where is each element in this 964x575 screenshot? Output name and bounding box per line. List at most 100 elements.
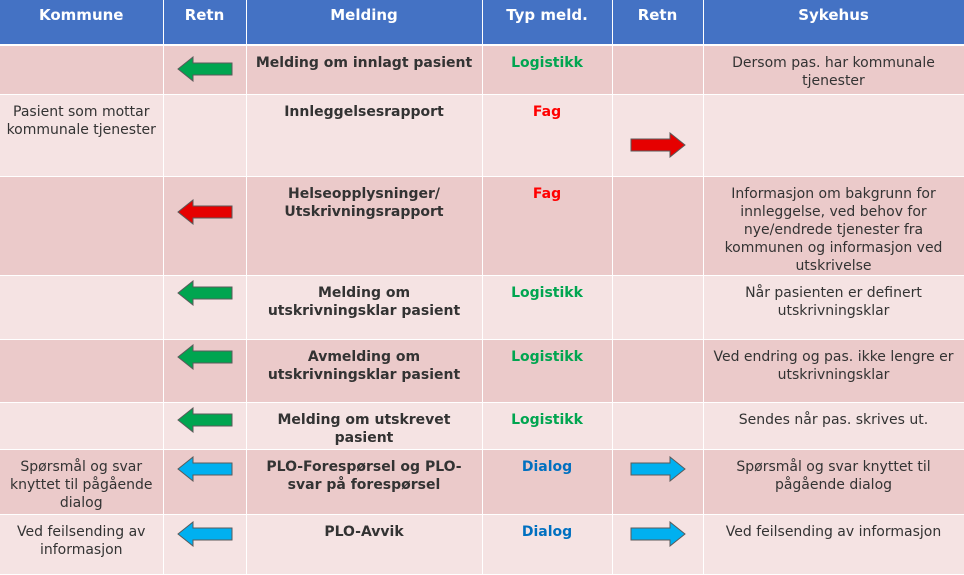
melding-cell: Helseopplysninger/ Utskrivningsrapport — [246, 176, 483, 276]
table-body: Melding om innlagt pasient Logistikk Derso… — [0, 45, 964, 575]
retn-right-cell — [612, 514, 704, 575]
retn-right-cell — [612, 176, 704, 276]
header-typ: Typ meld. — [482, 0, 613, 46]
arrow-left-green-icon — [176, 279, 232, 306]
typ-cell: Fag — [482, 94, 613, 177]
melding-text: PLO-Forespørsel og PLO-svar på forespørs… — [266, 458, 462, 493]
sykehus-text: Når pasienten er definert utskrivningskl… — [745, 284, 922, 319]
header-retn-right: Retn — [612, 0, 704, 46]
melding-cell: PLO-Forespørsel og PLO-svar på forespørs… — [246, 449, 483, 515]
retn-right-cell — [612, 402, 704, 450]
retn-left-cell — [163, 45, 247, 95]
typ-cell: Logistikk — [482, 45, 613, 95]
melding-cell: Melding om utskrevet pasient — [246, 402, 483, 450]
sykehus-cell: Ved endring og pas. ikke lengre er utskr… — [703, 339, 964, 403]
typ-cell: Logistikk — [482, 339, 613, 403]
kommune-cell — [0, 275, 164, 340]
kommune-cell — [0, 176, 164, 276]
retn-right-cell — [612, 339, 704, 403]
typ-cell: Logistikk — [482, 275, 613, 340]
sykehus-text: Spørsmål og svar knyttet til pågående di… — [736, 458, 931, 493]
kommune-cell: Spørsmål og svar knyttet til pågående di… — [0, 449, 164, 515]
retn-right-cell — [612, 449, 704, 515]
table-row: Melding om innlagt pasient Logistikk Derso… — [0, 45, 964, 95]
kommune-text: Ved feilsending av informasjon — [17, 523, 146, 558]
melding-cell: Melding om utskrivningsklar pasient — [246, 275, 483, 340]
table-row: Melding om utskrivningsklar pasient Logis… — [0, 275, 964, 340]
retn-left-cell — [163, 402, 247, 450]
retn-right-cell — [612, 45, 704, 95]
header-melding: Melding — [246, 0, 483, 46]
sykehus-cell: Når pasienten er definert utskrivningskl… — [703, 275, 964, 340]
retn-left-cell — [163, 339, 247, 403]
melding-text: Avmelding om utskrivningsklar pasient — [267, 348, 461, 383]
melding-cell: Avmelding om utskrivningsklar pasient — [246, 339, 483, 403]
melding-cell: Melding om innlagt pasient — [246, 45, 483, 95]
typ-text: Fag — [532, 103, 562, 120]
retn-left-cell — [163, 514, 247, 575]
arrow-left-blue-icon — [176, 520, 232, 547]
typ-cell: Logistikk — [482, 402, 613, 450]
sykehus-cell: Informasjon om bakgrunn for innleggelse,… — [703, 176, 964, 276]
sykehus-text: Informasjon om bakgrunn for innleggelse,… — [724, 185, 943, 274]
sykehus-text: Ved endring og pas. ikke lengre er utskr… — [713, 348, 954, 383]
typ-text: Dialog — [521, 458, 573, 475]
typ-text: Dialog — [521, 523, 573, 540]
typ-text: Logistikk — [511, 348, 583, 365]
typ-text: Fag — [532, 185, 562, 202]
header-row: Kommune Retn Melding Typ meld. Retn Syke… — [0, 0, 964, 46]
retn-left-cell — [163, 275, 247, 340]
kommune-cell — [0, 339, 164, 403]
arrow-left-red-icon — [176, 198, 232, 225]
kommune-cell — [0, 45, 164, 95]
melding-text: Melding om utskrevet pasient — [277, 411, 451, 446]
kommune-cell: Pasient som mottar kommunale tjenester — [0, 94, 164, 177]
retn-right-cell — [612, 275, 704, 340]
typ-cell: Dialog — [482, 514, 613, 575]
table-row: Pasient som mottar kommunale tjenester In… — [0, 94, 964, 177]
typ-cell: Fag — [482, 176, 613, 276]
typ-text: Logistikk — [511, 411, 583, 428]
kommune-text: Spørsmål og svar knyttet til pågående di… — [10, 458, 153, 511]
sykehus-cell: Spørsmål og svar knyttet til pågående di… — [703, 449, 964, 515]
arrow-left-green-icon — [176, 343, 232, 370]
sykehus-cell — [703, 94, 964, 177]
kommune-text: Pasient som mottar kommunale tjenester — [6, 103, 156, 138]
kommune-cell — [0, 402, 164, 450]
retn-left-cell — [163, 176, 247, 276]
retn-left-cell — [163, 449, 247, 515]
retn-left-cell — [163, 94, 247, 177]
melding-text: Innleggelsesrapport — [284, 103, 444, 120]
sykehus-cell: Sendes når pas. skrives ut. — [703, 402, 964, 450]
arrow-right-blue-icon — [630, 520, 686, 547]
header-retn-left: Retn — [163, 0, 247, 46]
table-row: Avmelding om utskrivningsklar pasient Log… — [0, 339, 964, 403]
melding-text: Melding om innlagt pasient — [255, 55, 473, 71]
melding-text: PLO-Avvik — [324, 523, 404, 540]
arrow-right-red-icon — [630, 131, 686, 158]
table-row: Spørsmål og svar knyttet til pågående di… — [0, 449, 964, 515]
melding-cell: PLO-Avvik — [246, 514, 483, 575]
table-row: Ved feilsending av informasjon PLO-Avvik D… — [0, 514, 964, 575]
sykehus-text: Sendes når pas. skrives ut. — [738, 411, 929, 428]
sykehus-cell: Dersom pas. har kommunale tjenester — [703, 45, 964, 95]
typ-text: Logistikk — [511, 284, 583, 301]
sykehus-cell: Ved feilsending av informasjon — [703, 514, 964, 575]
header-sykehus: Sykehus — [703, 0, 964, 46]
kommune-cell: Ved feilsending av informasjon — [0, 514, 164, 575]
typ-cell: Dialog — [482, 449, 613, 515]
melding-text: Melding om utskrivningsklar pasient — [267, 284, 461, 319]
header-kommune: Kommune — [0, 0, 164, 46]
melding-cell: Innleggelsesrapport — [246, 94, 483, 177]
arrow-right-blue-icon — [630, 455, 686, 482]
arrow-left-blue-icon — [176, 455, 232, 482]
retn-right-cell — [612, 94, 704, 177]
sykehus-text: Ved feilsending av informasjon — [725, 523, 942, 540]
table-row: Melding om utskrevet pasient Logistikk Sen… — [0, 402, 964, 450]
melding-text: Helseopplysninger/ Utskrivningsrapport — [284, 185, 444, 220]
typ-text: Logistikk — [511, 55, 583, 71]
table-row: Helseopplysninger/ Utskrivningsrapport Fa… — [0, 176, 964, 276]
arrow-left-green-icon — [176, 406, 232, 433]
sykehus-text: Dersom pas. har kommunale tjenester — [732, 55, 935, 89]
